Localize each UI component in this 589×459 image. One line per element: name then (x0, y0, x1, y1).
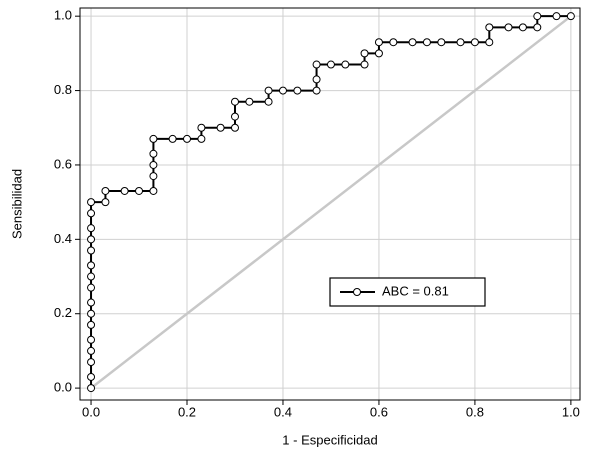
marker (149, 186, 158, 195)
marker (422, 38, 431, 47)
marker (374, 49, 383, 58)
marker (87, 320, 96, 329)
marker (87, 272, 96, 281)
x-tick-label: 0.0 (82, 404, 100, 419)
plot-frame (79, 7, 581, 401)
marker (87, 358, 96, 367)
marker (87, 224, 96, 233)
x-tick-label: 0.8 (466, 404, 484, 419)
y-tick-label: 0.8 (54, 82, 72, 97)
x-tick-label: 0.4 (274, 404, 292, 419)
marker (533, 23, 542, 32)
marker (437, 38, 446, 47)
y-tick-label: 0.6 (54, 156, 72, 171)
marker (197, 123, 206, 132)
marker (278, 86, 287, 95)
marker (101, 186, 110, 195)
marker (552, 12, 561, 21)
marker (101, 198, 110, 207)
marker (149, 149, 158, 158)
marker (230, 112, 239, 121)
marker (360, 49, 369, 58)
legend-marker (353, 288, 361, 296)
marker (168, 134, 177, 143)
marker (149, 134, 158, 143)
marker (566, 12, 575, 21)
marker (374, 38, 383, 47)
x-tick-label: 0.6 (370, 404, 388, 419)
marker (485, 38, 494, 47)
marker (87, 384, 96, 393)
marker (504, 23, 513, 32)
marker (216, 123, 225, 132)
marker (518, 23, 527, 32)
marker (87, 283, 96, 292)
marker (149, 160, 158, 169)
marker (183, 134, 192, 143)
marker (312, 75, 321, 84)
marker (326, 60, 335, 69)
marker (87, 198, 96, 207)
marker (87, 335, 96, 344)
legend-label: ABC = 0.81 (382, 283, 449, 298)
marker (293, 86, 302, 95)
marker (312, 60, 321, 69)
marker (456, 38, 465, 47)
marker (149, 172, 158, 181)
marker (230, 97, 239, 106)
marker (264, 86, 273, 95)
marker (485, 23, 494, 32)
marker (470, 38, 479, 47)
marker (408, 38, 417, 47)
y-tick-label: 1.0 (54, 8, 72, 23)
x-axis-label: 1 - Especificidad (282, 432, 377, 447)
marker (87, 346, 96, 355)
reference-line (90, 15, 572, 390)
y-axis-label: Sensibilidad (9, 169, 24, 239)
marker (87, 209, 96, 218)
x-tick-label: 0.2 (178, 404, 196, 419)
marker (87, 309, 96, 318)
marker (360, 60, 369, 69)
marker (197, 134, 206, 143)
marker (245, 97, 254, 106)
marker (87, 261, 96, 270)
marker (341, 60, 350, 69)
y-tick-label: 0.0 (54, 380, 72, 395)
marker (135, 186, 144, 195)
marker (312, 86, 321, 95)
marker (87, 246, 96, 255)
x-tick-label: 1.0 (562, 404, 580, 419)
y-tick-label: 0.4 (54, 231, 72, 246)
marker (230, 123, 239, 132)
y-tick-label: 0.2 (54, 305, 72, 320)
marker (87, 372, 96, 381)
marker (120, 186, 129, 195)
marker (87, 298, 96, 307)
marker (533, 12, 542, 21)
marker (87, 235, 96, 244)
marker (264, 97, 273, 106)
marker (389, 38, 398, 47)
